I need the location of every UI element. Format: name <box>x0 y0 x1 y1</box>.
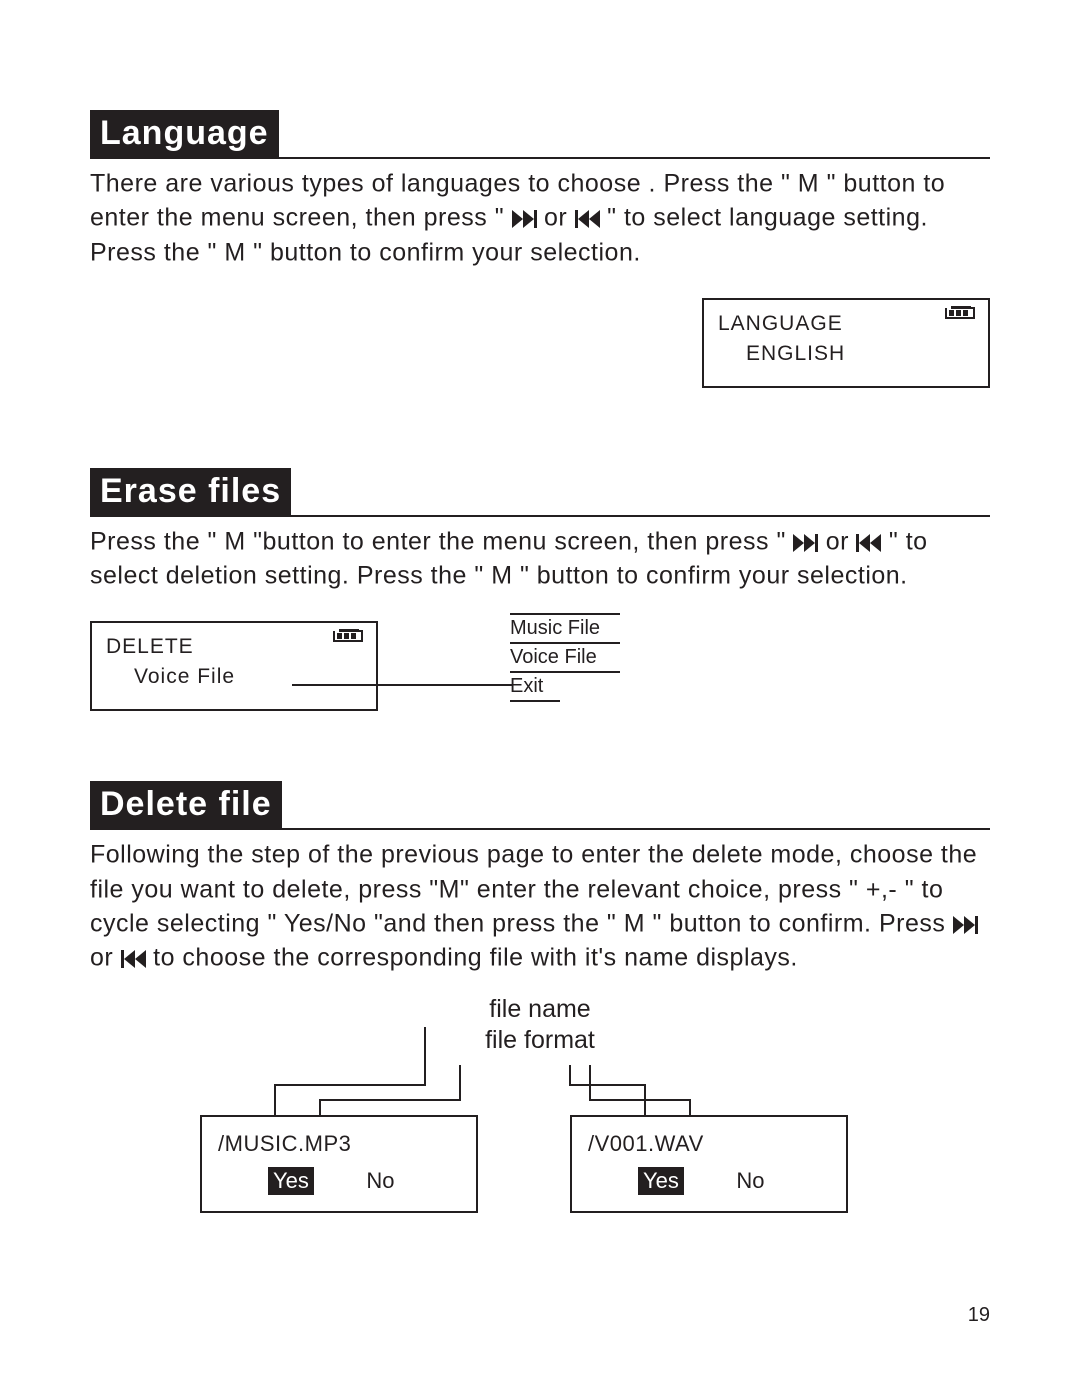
text-part: Press the " M "button to enter the menu … <box>90 527 786 555</box>
section-delete: Delete file Following the step of the pr… <box>90 781 990 1225</box>
file-name-text: /MUSIC.MP3 <box>218 1131 460 1157</box>
delete-menu: Music File Voice File Exit <box>510 615 620 702</box>
file-lcd-wav: /V001.WAV Yes No <box>570 1115 848 1213</box>
yes-option: Yes <box>268 1167 314 1195</box>
menu-item-music: Music File <box>510 613 620 644</box>
section-erase: Erase files Press the " M "button to ent… <box>90 468 990 712</box>
prev-icon <box>575 204 600 232</box>
manual-page: Language There are various types of lang… <box>0 0 1080 1387</box>
section-language: Language There are various types of lang… <box>90 110 990 388</box>
next-icon <box>953 909 978 937</box>
language-paragraph: There are various types of languages to … <box>90 167 990 270</box>
next-icon <box>793 527 818 555</box>
erase-paragraph: Press the " M "button to enter the menu … <box>90 525 990 594</box>
yes-option: Yes <box>638 1167 684 1195</box>
file-name-text: /V001.WAV <box>588 1131 830 1157</box>
delete-lcd: DELETE Voice File <box>90 621 378 711</box>
heading-row: Erase files <box>90 468 990 517</box>
file-lcd-music: /MUSIC.MP3 Yes No <box>200 1115 478 1213</box>
delete-paragraph: Following the step of the previous page … <box>90 838 990 975</box>
prev-icon <box>856 527 881 555</box>
text-part: or <box>826 527 857 555</box>
text-part: Following the step of the previous page … <box>90 841 977 938</box>
lcd-title: LANGUAGE <box>718 312 974 336</box>
page-number: 19 <box>968 1304 990 1327</box>
language-lcd-row: LANGUAGE ENGLISH <box>90 298 990 388</box>
bracket-lines <box>90 995 990 1135</box>
prev-icon <box>121 944 146 972</box>
no-option: No <box>366 1168 394 1194</box>
heading-row: Language <box>90 110 990 159</box>
battery-icon <box>944 306 978 320</box>
no-option: No <box>736 1168 764 1194</box>
language-lcd: LANGUAGE ENGLISH <box>702 298 990 388</box>
heading-erase: Erase files <box>90 468 291 515</box>
heading-language: Language <box>90 110 279 157</box>
battery-icon <box>332 629 366 643</box>
delete-diagram: file name file format /MUSIC.MP3 Yes No <box>90 995 990 1225</box>
next-icon <box>512 204 537 232</box>
menu-item-voice: Voice File <box>510 642 620 673</box>
heading-delete: Delete file <box>90 781 282 828</box>
lcd-value: ENGLISH <box>718 342 974 366</box>
menu-item-exit: Exit <box>510 671 560 702</box>
lcd-value: Voice File <box>106 665 235 689</box>
connector-line <box>292 685 302 687</box>
lcd-title: DELETE <box>106 635 362 659</box>
heading-row: Delete file <box>90 781 990 830</box>
text-part: or <box>90 944 121 972</box>
erase-diagram: DELETE Voice File Music File Voice File … <box>90 621 990 711</box>
text-part: or <box>544 204 575 232</box>
text-part: to choose the corresponding file with it… <box>153 944 798 972</box>
